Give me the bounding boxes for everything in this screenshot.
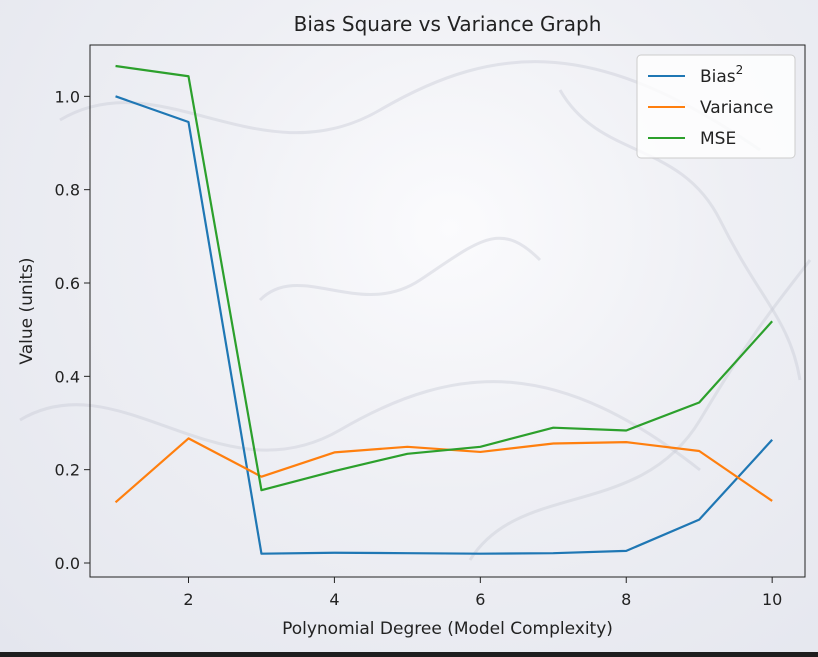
legend-label-variance: Variance [700, 98, 773, 118]
series-line-mse [115, 64, 773, 492]
y-tick-label: 0.6 [55, 274, 80, 293]
y-tick-label: 0.4 [55, 367, 80, 386]
window-bottom-strip [0, 652, 818, 657]
y-tick-label: 1.0 [55, 87, 80, 106]
chart-title: Bias Square vs Variance Graph [294, 12, 602, 36]
legend: Bias2 Variance MSE [636, 54, 796, 159]
x-tick-label: 6 [475, 590, 485, 609]
y-axis-label: Value (units) [17, 257, 37, 364]
x-axis-label: Polynomial Degree (Model Complexity) [282, 619, 613, 639]
y-tick-label: 0.2 [55, 461, 80, 480]
background-artwork [19, 60, 812, 561]
series-lines [114, 64, 773, 555]
x-tick-label: 4 [329, 590, 339, 609]
y-tick-label: 0.0 [55, 554, 80, 573]
x-tick-label: 10 [762, 590, 782, 609]
legend-label-bias-text: Bias [700, 67, 736, 87]
series-line-bias [115, 95, 773, 555]
legend-label-bias: Bias2 [700, 63, 743, 87]
legend-box [636, 54, 796, 159]
x-axis-ticks: 2 4 6 8 10 [183, 577, 782, 609]
y-axis-ticks: 0.0 0.2 0.4 0.6 0.8 1.0 [55, 87, 90, 573]
legend-label-mse: MSE [700, 129, 736, 149]
y-tick-label: 0.8 [55, 181, 80, 200]
x-tick-label: 8 [621, 590, 631, 609]
x-tick-label: 2 [183, 590, 193, 609]
legend-label-bias-superscript: 2 [736, 63, 744, 77]
series-line-variance [114, 437, 773, 504]
plot-area [89, 44, 806, 578]
